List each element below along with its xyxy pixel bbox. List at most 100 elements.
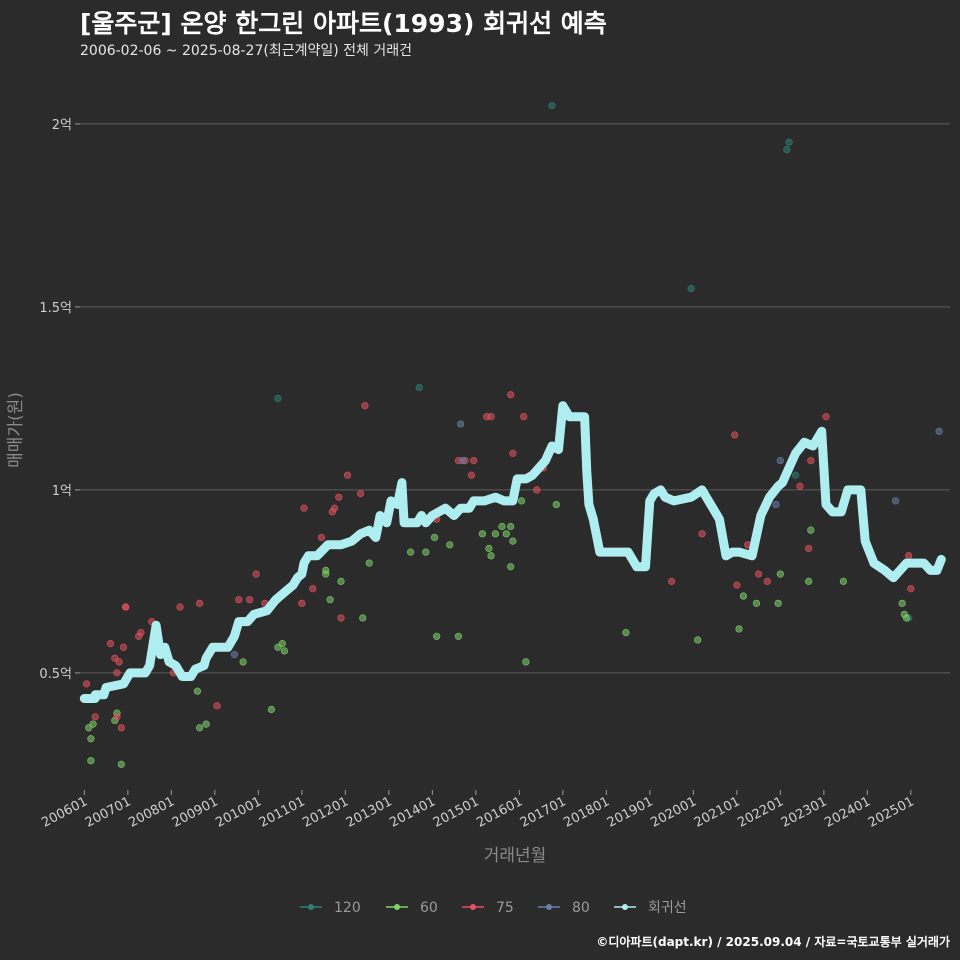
y-tick-label-0: 0.5억 [39,667,72,682]
point-75-27 [317,533,326,542]
regression-line-layer [79,401,946,703]
point-75-43 [487,413,495,421]
point-80-2 [892,497,900,505]
point-120-3 [785,138,793,146]
x-tick-label-9: 201501 [431,794,482,831]
point-80-0 [457,420,465,428]
legend-label-0: 120 [334,900,361,916]
point-60-30 [491,530,500,538]
point-75-3 [106,640,115,648]
point-80-1 [459,457,467,465]
point-60-7 [193,687,202,695]
x-tick-label-10: 201601 [474,794,525,831]
point-60-18 [337,577,345,585]
point-75-1 [91,713,99,721]
legend-swatch-dot-2 [470,904,476,910]
point-60-21 [407,548,415,556]
point-75-34 [361,402,369,410]
legend-entry-60: 60 [386,900,438,916]
point-60-44 [774,599,782,607]
point-60-45 [776,570,784,578]
legend: 120 60 75 80 회귀선 [300,900,687,916]
regression-line [79,401,946,703]
legend-swatch-dot-4 [622,904,628,910]
x-tick-label-7: 201301 [344,794,395,831]
point-80-4 [230,650,239,659]
point-75-20 [246,596,254,604]
y-tick-label-3: 2억 [52,118,72,133]
point-60-1 [87,735,95,743]
point-60-14 [280,647,289,655]
point-75-26 [309,585,317,593]
legend-swatch-dot-1 [394,904,400,910]
point-75-49 [698,530,706,538]
point-60-36 [517,497,526,505]
point-60-38 [552,500,560,509]
point-75-33 [356,489,365,498]
point-75-5 [113,669,121,677]
point-75-58 [805,544,813,553]
point-75-46 [520,413,528,421]
point-60-19 [359,614,367,622]
point-75-51 [731,431,739,439]
legend-entry-80: 80 [538,900,590,916]
point-75-19 [235,596,243,604]
point-75-54 [763,577,771,585]
legend-swatch-dot-0 [308,904,314,910]
point-60-11 [267,705,276,714]
grid-layer [80,123,950,674]
point-75-56 [807,457,815,465]
y-axis-title: 매매가(원) [6,392,26,468]
point-60-51 [902,614,911,622]
x-tick-label-12: 201801 [561,794,612,831]
y-tick-label-1: 1억 [52,484,72,499]
point-60-23 [430,533,439,542]
point-60-29 [487,552,495,560]
point-60-31 [498,522,506,531]
x-tick-label-0: 200601 [39,794,90,831]
point-75-31 [337,614,345,622]
point-60-49 [898,599,906,607]
x-tick-label-5: 201101 [257,794,308,831]
point-75-40 [467,471,476,479]
point-120-2 [783,145,791,154]
point-80-3 [935,427,943,435]
point-60-34 [507,563,515,571]
point-75-13 [137,629,145,637]
chart-subtitle: 2006-02-06 ~ 2025-08-27(최근계약일) 전체 거래건 [80,43,412,59]
point-60-17 [326,596,334,604]
legend-label-3: 80 [572,900,590,916]
point-75-55 [796,482,804,490]
point-120-0 [548,102,556,110]
source-caption: ©디아파트(dapt.kr) / 2025.09.04 / 자료=국토교통부 실… [596,935,950,949]
point-75-18 [213,702,221,710]
x-tick-label-18: 202401 [822,794,873,831]
x-tick-label-17: 202301 [779,794,830,831]
point-75-52 [733,581,741,589]
point-60-42 [739,592,747,600]
x-tick-label-11: 201701 [518,794,569,831]
point-80-5 [772,500,780,509]
point-75-57 [822,413,830,421]
point-75-59 [905,552,913,560]
point-75-17 [196,599,204,607]
point-60-10 [239,658,247,666]
point-75-8 [117,724,125,732]
point-120-1 [687,285,695,293]
point-75-6 [113,713,121,721]
point-75-24 [298,599,306,607]
point-75-60 [907,585,915,593]
point-75-30 [335,493,343,501]
point-60-47 [807,526,815,534]
point-75-0 [82,680,91,688]
point-75-16 [176,603,184,611]
legend-swatch-dot-3 [546,904,552,910]
point-75-32 [343,471,352,479]
point-60-9 [202,720,210,728]
point-60-16 [322,570,330,578]
x-tick-label-4: 201001 [213,794,264,831]
x-tick-label-6: 201201 [300,794,351,831]
point-75-29 [330,504,339,512]
chart-title: [울주군] 온양 한그린 아파트(1993) 회귀선 예측 [80,9,607,38]
point-60-24 [433,632,441,640]
